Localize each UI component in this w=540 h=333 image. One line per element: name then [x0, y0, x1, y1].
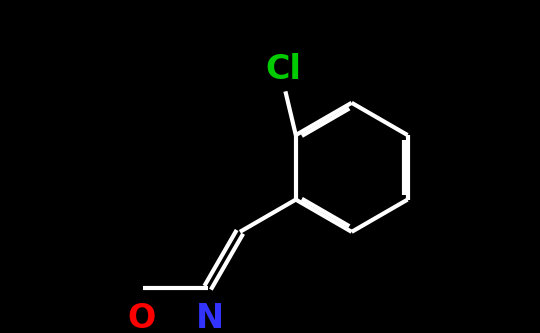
Text: Cl: Cl: [265, 53, 301, 86]
Text: N: N: [195, 302, 224, 333]
Text: O: O: [127, 302, 155, 333]
